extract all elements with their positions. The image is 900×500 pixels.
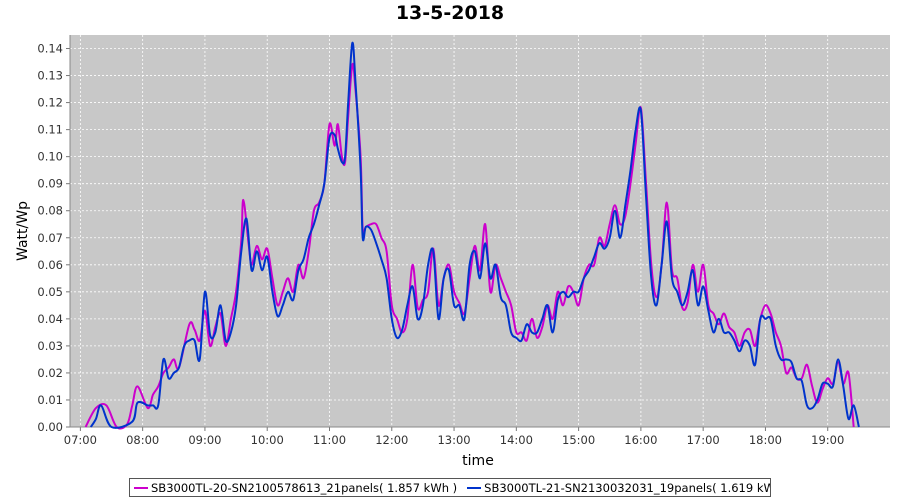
y-tick-label: 0.01 — [37, 393, 63, 407]
y-tick-label: 0.13 — [37, 69, 63, 83]
y-tick-label: 0.08 — [37, 204, 63, 218]
line-chart: 0.00 0.01 0.02 0.03 0.04 0.05 0.06 0.07 0.08 0.09… — [15, 35, 890, 469]
series-line-1 — [84, 62, 855, 430]
x-tick-label: 13:00 — [437, 433, 470, 447]
x-tick-label: 16:00 — [624, 433, 657, 447]
y-tick-label: 0.05 — [37, 285, 63, 299]
y-tick-label: 0.09 — [37, 177, 63, 191]
chart-title: 13-5-2018 — [395, 2, 505, 24]
series-lines — [84, 41, 860, 430]
x-tick-label: 11:00 — [313, 433, 346, 447]
x-tick-label: 07:00 — [64, 433, 97, 447]
x-tick-label: 17:00 — [687, 433, 720, 447]
x-tick-label: 08:00 — [126, 433, 159, 447]
x-tick-label: 12:00 — [375, 433, 408, 447]
x-tick-label: 18:00 — [749, 433, 782, 447]
x-tick-label: 19:00 — [811, 433, 844, 447]
legend-swatch-blue — [467, 486, 482, 489]
x-tick-label: 14:00 — [500, 433, 533, 447]
y-tick-label: 0.03 — [37, 339, 63, 353]
x-tick-label: 09:00 — [188, 433, 221, 447]
legend-item-series-2: SB3000TL-21-SN2130032031_19panels( 1.619… — [467, 480, 771, 495]
y-tick-label: 0.06 — [37, 258, 63, 272]
y-tick-label: 0.10 — [37, 150, 63, 164]
x-tick-label: 15:00 — [562, 433, 595, 447]
y-tick-label: 0.14 — [37, 42, 63, 56]
legend-label: SB3000TL-21-SN2130032031_19panels( 1.619… — [484, 480, 771, 495]
legend: SB3000TL-20-SN2100578613_21panels( 1.857… — [129, 478, 771, 497]
series-line-2 — [89, 41, 860, 429]
legend-label: SB3000TL-20-SN2100578613_21panels( 1.857… — [151, 480, 458, 495]
axes: 0.00 0.01 0.02 0.03 0.04 0.05 0.06 0.07 0.08 0.09… — [37, 35, 890, 447]
x-axis-label: time — [462, 453, 494, 469]
y-axis-label: Watt/Wp — [15, 201, 31, 261]
y-tick-label: 0.07 — [37, 231, 63, 245]
y-tick-label: 0.00 — [37, 420, 63, 434]
y-tick-label: 0.11 — [37, 123, 63, 137]
legend-swatch-magenta — [134, 486, 148, 489]
y-tick-label: 0.12 — [37, 96, 63, 110]
legend-item-series-1: SB3000TL-20-SN2100578613_21panels( 1.857… — [134, 481, 457, 495]
plot-background — [70, 35, 890, 427]
x-tick-label: 10:00 — [251, 433, 284, 447]
y-tick-label: 0.04 — [37, 312, 63, 326]
y-tick-label: 0.02 — [37, 366, 63, 380]
